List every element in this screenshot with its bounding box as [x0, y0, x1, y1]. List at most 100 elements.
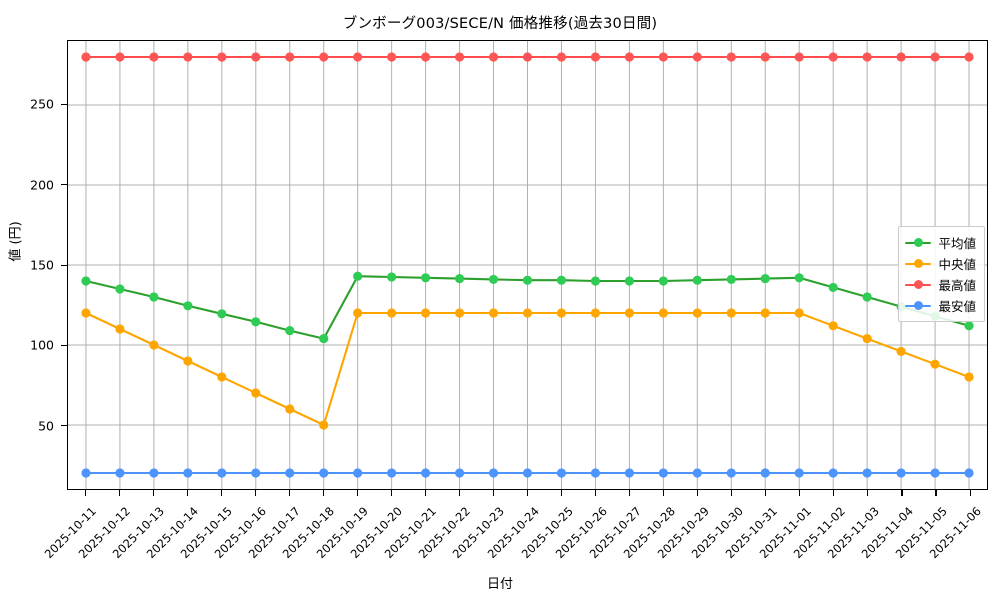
series-marker [964, 52, 974, 62]
series-marker [590, 308, 601, 318]
x-tick-mark [901, 490, 903, 496]
series-marker [421, 308, 431, 318]
series-marker [488, 52, 499, 62]
series-marker [964, 468, 974, 478]
series-marker [421, 52, 431, 62]
y-tick-label: 100 [30, 337, 54, 353]
y-tick-mark [61, 103, 67, 105]
series-marker [183, 52, 193, 62]
x-tick-mark [118, 490, 120, 496]
series-marker [353, 468, 363, 478]
series-marker [217, 52, 227, 62]
legend-item-1[interactable]: 中央値 [905, 253, 976, 274]
series-marker [454, 308, 465, 318]
series-marker [81, 468, 91, 478]
series-marker [862, 468, 872, 478]
series-marker [828, 52, 838, 62]
series-marker [692, 308, 702, 318]
x-tick-mark [220, 490, 222, 496]
series-marker [726, 468, 736, 478]
y-tick-label: 150 [30, 257, 54, 273]
series-marker [353, 271, 363, 281]
series-marker [862, 52, 872, 62]
series-marker [726, 52, 736, 62]
series-marker [556, 52, 567, 62]
legend-label: 最高値 [938, 278, 976, 293]
x-tick-mark [765, 490, 767, 496]
x-tick-mark [152, 490, 154, 496]
series-marker [692, 275, 702, 285]
series-marker [353, 52, 363, 62]
series-marker [624, 468, 634, 478]
legend-item-0[interactable]: 平均値 [905, 232, 976, 253]
series-marker [760, 308, 770, 318]
series-marker [828, 468, 838, 478]
series-marker [387, 272, 397, 282]
series-marker [862, 292, 872, 302]
series-marker [454, 52, 465, 62]
y-tick-mark [61, 425, 67, 427]
series-marker [828, 321, 838, 331]
x-tick-mark [969, 490, 971, 496]
series-marker [964, 372, 974, 382]
series-marker [217, 372, 227, 382]
series-marker [251, 52, 261, 62]
y-axis-label: 値 (円) [8, 221, 24, 262]
series-marker [319, 334, 329, 344]
series-marker [896, 346, 906, 356]
x-tick-mark [799, 490, 801, 496]
x-tick-mark [527, 490, 529, 496]
series-marker [183, 301, 193, 311]
series-marker [624, 308, 634, 318]
series-marker [319, 420, 329, 430]
series-marker [421, 468, 431, 478]
series-marker [624, 52, 634, 62]
y-tick-label: 250 [30, 96, 54, 112]
x-axis-tick-labels: 2025-10-11 2025-10-12 2025-10-13 2025-10-14… [42, 490, 988, 570]
y-tick-label: 50 [38, 418, 54, 434]
series-marker [896, 468, 906, 478]
series-marker [115, 324, 125, 334]
series-marker [353, 308, 363, 318]
x-tick-mark [288, 490, 290, 496]
legend-item-3[interactable]: 最安値 [905, 295, 976, 316]
series-marker [387, 308, 397, 318]
legend-label: 最安値 [938, 299, 976, 314]
x-tick-mark [424, 490, 426, 496]
x-tick-mark [629, 490, 631, 496]
x-tick-mark [935, 490, 937, 496]
series-marker [387, 52, 397, 62]
x-axis-label: 日付 [486, 577, 513, 592]
series-marker [760, 468, 770, 478]
series-marker [81, 52, 91, 62]
series-marker [794, 273, 804, 283]
series-marker [522, 308, 533, 318]
x-tick-mark [356, 490, 358, 496]
series-marker [930, 468, 940, 478]
series-marker [285, 326, 295, 336]
series-marker [81, 308, 91, 318]
series-marker [556, 308, 567, 318]
series-marker [488, 274, 499, 284]
series-marker [488, 308, 499, 318]
series-marker [658, 276, 668, 286]
series-line-1 [84, 311, 971, 427]
series-marker [217, 309, 227, 319]
series-marker [149, 292, 159, 302]
series-marker [556, 275, 567, 285]
chart-legend: 平均値 中央値最高値最安値 [898, 226, 985, 322]
series-marker [81, 276, 91, 286]
series-marker [760, 52, 770, 62]
series-marker [658, 308, 668, 318]
x-tick-mark [390, 490, 392, 496]
series-marker [760, 274, 770, 284]
legend-swatch-icon [905, 300, 932, 312]
y-tick-label: 200 [30, 177, 54, 193]
series-marker [522, 275, 533, 285]
series-marker [387, 468, 397, 478]
legend-item-2[interactable]: 最高値 [905, 274, 976, 295]
series-marker [149, 52, 159, 62]
series-marker [658, 52, 668, 62]
y-tick-mark [61, 264, 67, 266]
series-marker [726, 308, 736, 318]
